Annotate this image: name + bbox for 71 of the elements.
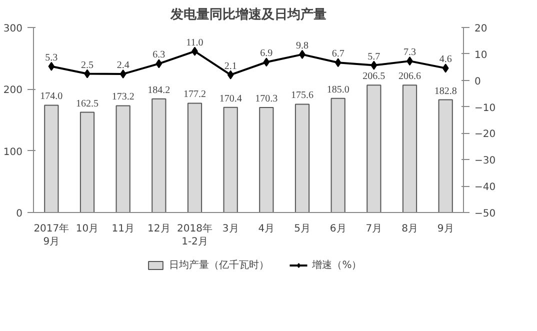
point	[263, 58, 270, 67]
data-label: 11.0	[186, 37, 204, 48]
data-label: 162.5	[76, 98, 98, 110]
y2-tick-label: −40	[474, 182, 496, 194]
bar	[330, 98, 346, 212]
data-label: 177.2	[184, 89, 206, 100]
bar	[44, 104, 59, 212]
x-tick-label: 5月	[294, 224, 310, 234]
data-label: 2.1	[224, 60, 237, 72]
data-label: 6.7	[332, 48, 344, 60]
data-label: 206.5	[362, 71, 386, 82]
y2-tick-label: 0	[474, 76, 481, 88]
x-tick-label: 9月	[437, 224, 454, 234]
data-label: 6.3	[152, 50, 166, 61]
y2-tick-label: −10	[474, 102, 496, 114]
y2-tick-label: −50	[474, 208, 496, 220]
data-label: 184.2	[148, 84, 170, 96]
point	[48, 62, 55, 71]
bar	[152, 98, 166, 212]
x-tick-label: 10月	[76, 224, 99, 234]
data-label: 5.7	[368, 51, 380, 62]
legend-label: 日均产量（亿千瓦时）	[169, 258, 270, 272]
legend-label: 增速（%）	[312, 258, 362, 272]
x-tick-label: 12月	[148, 224, 170, 234]
point	[442, 64, 449, 73]
data-label: 173.2	[112, 92, 134, 103]
bar	[366, 84, 382, 212]
x-tick-label: 7月	[366, 224, 382, 234]
bar	[402, 84, 418, 212]
data-label: 4.6	[439, 54, 452, 66]
point	[227, 70, 234, 80]
bar	[259, 106, 274, 212]
point	[120, 70, 126, 79]
y-tick-label: 200	[3, 85, 23, 96]
data-label: 175.6	[291, 90, 314, 102]
point	[334, 58, 342, 68]
data-label: 170.4	[219, 93, 242, 104]
data-label: 206.6	[398, 71, 421, 82]
y2-tick-label: −30	[474, 156, 496, 167]
y-tick-label: 300	[3, 24, 23, 34]
bar	[438, 99, 453, 212]
data-label: 2.5	[81, 60, 94, 71]
y2-tick-label: 10	[474, 50, 488, 61]
data-label: 2.4	[116, 60, 130, 72]
x-tick-label: 6月	[330, 224, 346, 234]
x-tick-label: 2018年 1-2月	[177, 222, 212, 248]
data-label: 7.3	[404, 47, 416, 58]
y-tick-label: 0	[16, 208, 23, 220]
data-label: 170.3	[255, 93, 278, 104]
data-label: 9.8	[296, 40, 308, 52]
x-tick-label: 8月	[402, 224, 418, 234]
x-tick-label: 4月	[258, 224, 275, 234]
data-label: 6.9	[260, 48, 273, 60]
bar	[80, 112, 95, 212]
y2-tick-label: 20	[474, 24, 488, 34]
y-tick-label: 100	[3, 146, 23, 158]
x-tick-label: 11月	[112, 224, 134, 234]
data-label: 5.3	[45, 52, 58, 64]
point	[370, 60, 378, 70]
data-label: 185.0	[326, 84, 350, 96]
x-tick-label: 2017年 9月	[34, 222, 70, 248]
bar	[223, 106, 238, 212]
data-label: 182.8	[434, 86, 457, 97]
bar	[294, 104, 310, 212]
data-label: 174.0	[40, 91, 63, 102]
chart-title: 发电量同比增速及日均产量	[170, 6, 326, 22]
bar	[116, 105, 130, 212]
x-tick-label: 3月	[222, 224, 239, 234]
point	[156, 59, 162, 68]
y2-tick-label: −20	[474, 129, 496, 140]
bar	[187, 102, 202, 212]
